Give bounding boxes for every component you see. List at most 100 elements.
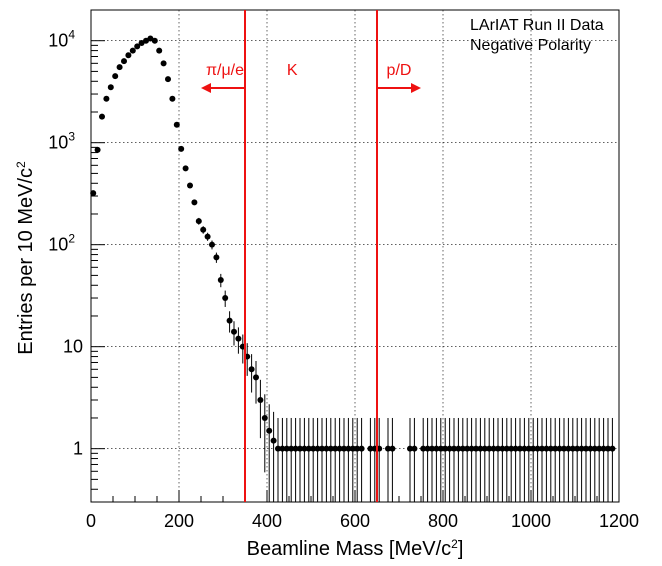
data-point [195,218,202,225]
data-point [204,233,211,240]
data-point [99,113,105,120]
y-axis-label: Entries per 10 MeV/c2 [14,161,37,355]
data-point [424,445,431,452]
data-point [600,445,607,452]
data-point [385,445,391,452]
x-tick-label: 400 [252,511,282,531]
data-point [556,445,563,452]
data-point [332,445,339,452]
cut-arrow-head [411,83,421,93]
data-point [173,121,180,128]
x-axis-label-end: ] [458,538,464,560]
data-point [367,445,374,452]
data-point [345,445,352,452]
data-point [182,165,189,172]
region-label: K [287,62,298,79]
data-point [283,445,290,452]
data-point [257,397,264,404]
data-point [310,445,317,452]
data-point [459,445,466,452]
data-point [248,366,255,373]
x-tick-label: 600 [340,511,370,531]
data-point [583,445,589,452]
legend-line-1: LArIAT Run II Data [470,17,604,34]
data-point [213,254,220,261]
data-point [336,445,343,452]
x-tick-label: 1000 [511,511,551,531]
x-axis-ticks: 0 200 400 600 800 1000 1200 [86,490,639,531]
y-tick-label: 102 [48,232,75,255]
x-axis-label: Beamline Mass [MeV/c2] [247,537,464,560]
y-axis-label-sup: 2 [14,161,28,168]
cut-label: π/μ/e [206,62,244,79]
data-point [468,445,475,452]
data-point [275,445,281,452]
data-point [411,445,418,452]
data-point [253,374,259,381]
data-point [297,445,303,452]
data-point [288,445,295,452]
data-point [490,445,497,452]
data-point [552,445,559,452]
y-tick-label: 1 [73,439,83,459]
data-point [156,47,163,54]
data-point [200,226,207,233]
data-point [451,445,457,452]
data-point [319,445,325,452]
x-tick-label: 0 [86,511,96,531]
y-axis-ticks: 1 10 102 103 104 [48,9,105,503]
y-tick-label: 104 [48,28,75,51]
data-point [341,445,347,452]
data-point [323,445,330,452]
data-point [508,445,515,452]
data-point [134,43,141,50]
data-point [495,445,501,452]
plot-frame [90,9,620,503]
data-point [569,445,576,452]
data-point [305,445,312,452]
data-point [420,445,427,452]
data-point [499,445,506,452]
data-point [587,445,594,452]
cut-label: p/D [387,62,412,79]
data-point [530,445,537,452]
x-tick-label: 1200 [599,511,639,531]
data-point [112,73,119,80]
data-point [116,64,123,71]
data-point [301,445,308,452]
data-point [226,317,233,324]
data-point [165,76,171,83]
data-point [481,445,488,452]
data-point [187,182,193,189]
data-point [90,190,97,197]
data-point [107,84,114,91]
data-point [103,95,110,102]
data-point [442,445,449,452]
data-point [433,445,440,452]
data-point [358,445,365,452]
data-point [191,199,198,206]
data-point [517,445,523,452]
data-point [591,445,598,452]
data-point [473,445,479,452]
data-point [266,427,273,434]
data-point [292,445,299,452]
data-point [121,58,127,65]
data-point [605,445,611,452]
data-point [261,414,268,421]
cut-arrow-head [201,83,211,93]
data-point [94,146,101,153]
data-point [222,295,229,302]
data-points [90,35,616,502]
data-point [486,445,493,452]
y-axis-label-main: Entries per 10 MeV/c [15,168,37,355]
data-point [596,445,603,452]
data-point [270,437,277,444]
data-point [209,241,215,248]
legend-line-2: Negative Polarity [470,37,591,54]
data-point [235,335,242,342]
data-point [565,445,572,452]
data-point [534,445,541,452]
data-point [455,445,462,452]
x-tick-label: 800 [428,511,458,531]
